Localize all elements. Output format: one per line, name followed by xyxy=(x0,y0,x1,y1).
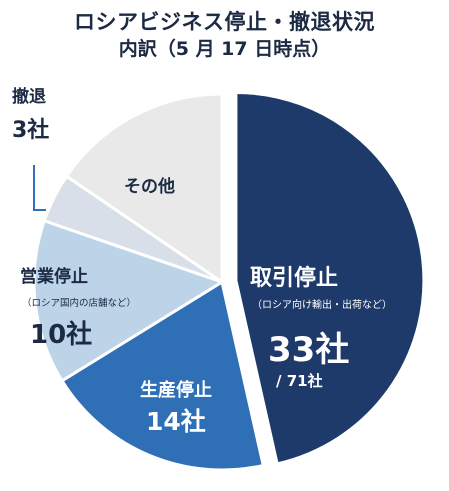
value-trade-stop: 33社 xyxy=(268,330,350,370)
chart-title: ロシアビジネス停止・撤退状況 内訳（5 月 17 日時点） xyxy=(0,8,449,62)
title-line-1: ロシアビジネス停止・撤退状況 xyxy=(74,10,375,34)
value-withdrawal: 3社 xyxy=(12,118,50,143)
leader-line-withdrawal xyxy=(33,165,46,211)
slice-production-stop xyxy=(59,279,266,472)
note-sales-stop: （ロシア国内の店舗など） xyxy=(22,298,137,309)
title-line-2: 内訳（5 月 17 日時点） xyxy=(118,38,331,60)
label-production-stop: 生産停止 xyxy=(140,380,212,401)
label-withdrawal: 撤退 xyxy=(12,87,46,107)
value-production-stop: 14社 xyxy=(146,407,206,436)
value-sales-stop: 10社 xyxy=(30,320,93,350)
total-trade-stop: / 71社 xyxy=(276,372,323,390)
label-sales-stop: 営業停止 xyxy=(20,267,88,287)
slice-trade-stop xyxy=(234,90,426,466)
slice-other xyxy=(64,92,224,285)
slice-sales-stop xyxy=(32,218,226,383)
note-trade-stop: （ロシア向け輸出・出荷など） xyxy=(252,300,392,311)
label-trade-stop: 取引停止 xyxy=(250,266,339,291)
label-other: その他 xyxy=(124,177,175,197)
